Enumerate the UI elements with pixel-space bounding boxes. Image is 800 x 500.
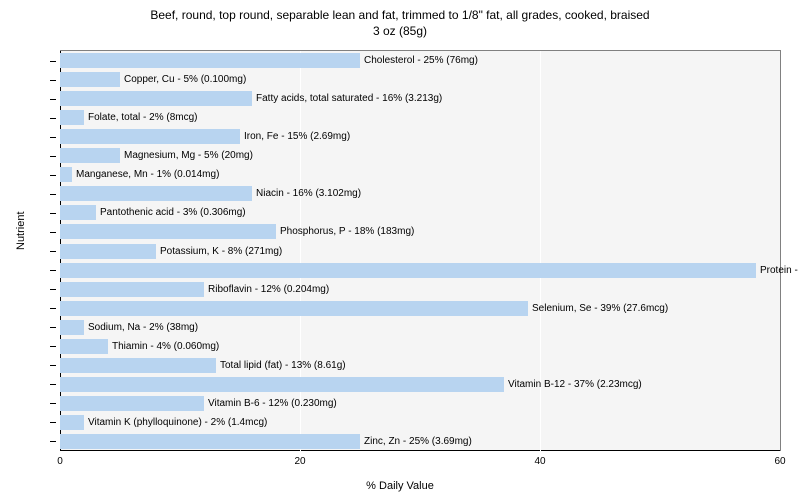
bar-label: Copper, Cu - 5% (0.100mg) — [120, 72, 246, 87]
bar-label: Riboflavin - 12% (0.204mg) — [204, 282, 329, 297]
y-tick — [50, 137, 56, 138]
bar-label: Pantothenic acid - 3% (0.306mg) — [96, 205, 246, 220]
nutrient-bar: Protein - 58% (29.19g) — [60, 263, 756, 278]
y-tick — [50, 99, 56, 100]
nutrient-bar: Thiamin - 4% (0.060mg) — [60, 339, 108, 354]
y-tick — [50, 80, 56, 81]
bar-label: Iron, Fe - 15% (2.69mg) — [240, 129, 350, 144]
x-tick-label: 60 — [774, 456, 785, 467]
bar-label: Phosphorus, P - 18% (183mg) — [276, 224, 414, 239]
chart-container: Beef, round, top round, separable lean a… — [0, 0, 800, 500]
nutrient-bar: Pantothenic acid - 3% (0.306mg) — [60, 205, 96, 220]
bar-label: Vitamin B-6 - 12% (0.230mg) — [204, 396, 337, 411]
bar-label: Magnesium, Mg - 5% (20mg) — [120, 148, 253, 163]
nutrient-bar: Vitamin B-12 - 37% (2.23mcg) — [60, 377, 504, 392]
x-axis-label: % Daily Value — [366, 480, 434, 492]
nutrient-bar: Zinc, Zn - 25% (3.69mg) — [60, 434, 360, 449]
chart-title: Beef, round, top round, separable lean a… — [0, 0, 800, 39]
nutrient-bar: Selenium, Se - 39% (27.6mcg) — [60, 301, 528, 316]
y-tick — [50, 308, 56, 309]
nutrient-bar: Niacin - 16% (3.102mg) — [60, 186, 252, 201]
y-tick — [50, 213, 56, 214]
nutrient-bar: Potassium, K - 8% (271mg) — [60, 244, 156, 259]
x-tick-label: 20 — [294, 456, 305, 467]
bar-label: Folate, total - 2% (8mcg) — [84, 110, 197, 125]
y-tick — [50, 118, 56, 119]
y-tick — [50, 346, 56, 347]
bar-label: Vitamin B-12 - 37% (2.23mcg) — [504, 377, 642, 392]
bar-label: Sodium, Na - 2% (38mg) — [84, 320, 198, 335]
nutrient-bar: Folate, total - 2% (8mcg) — [60, 110, 84, 125]
bar-label: Zinc, Zn - 25% (3.69mg) — [360, 434, 472, 449]
y-tick — [50, 232, 56, 233]
title-line-2: 3 oz (85g) — [373, 24, 427, 38]
bar-label: Manganese, Mn - 1% (0.014mg) — [72, 167, 219, 182]
nutrient-bar: Copper, Cu - 5% (0.100mg) — [60, 72, 120, 87]
plot-area: Cholesterol - 25% (76mg) Copper, Cu - 5% … — [60, 50, 781, 451]
nutrient-bar: Cholesterol - 25% (76mg) — [60, 53, 360, 68]
nutrient-bar: Manganese, Mn - 1% (0.014mg) — [60, 167, 72, 182]
y-tick — [50, 270, 56, 271]
x-tick-label: 40 — [534, 456, 545, 467]
nutrient-bar: Magnesium, Mg - 5% (20mg) — [60, 148, 120, 163]
nutrient-bar: Fatty acids, total saturated - 16% (3.21… — [60, 91, 252, 106]
bar-label: Fatty acids, total saturated - 16% (3.21… — [252, 91, 442, 106]
y-tick — [50, 251, 56, 252]
y-tick — [50, 327, 56, 328]
y-tick — [50, 422, 56, 423]
bar-label: Vitamin K (phylloquinone) - 2% (1.4mcg) — [84, 415, 267, 430]
y-tick — [50, 175, 56, 176]
nutrient-bar: Sodium, Na - 2% (38mg) — [60, 320, 84, 335]
y-axis-label: Nutrient — [15, 211, 27, 250]
y-tick — [50, 365, 56, 366]
title-line-1: Beef, round, top round, separable lean a… — [150, 8, 649, 22]
x-tick-label: 0 — [57, 456, 63, 467]
bar-label: Niacin - 16% (3.102mg) — [252, 186, 361, 201]
x-axis-line — [60, 450, 780, 451]
y-tick — [50, 384, 56, 385]
bar-label: Selenium, Se - 39% (27.6mcg) — [528, 301, 668, 316]
nutrient-bar: Phosphorus, P - 18% (183mg) — [60, 224, 276, 239]
bar-label: Potassium, K - 8% (271mg) — [156, 244, 282, 259]
y-tick — [50, 441, 56, 442]
nutrient-bar: Iron, Fe - 15% (2.69mg) — [60, 129, 240, 144]
bar-label: Protein - 58% (29.19g) — [756, 263, 800, 278]
y-tick — [50, 61, 56, 62]
bar-label: Total lipid (fat) - 13% (8.61g) — [216, 358, 346, 373]
nutrient-bar: Total lipid (fat) - 13% (8.61g) — [60, 358, 216, 373]
y-tick — [50, 194, 56, 195]
y-tick — [50, 156, 56, 157]
nutrient-bar: Vitamin B-6 - 12% (0.230mg) — [60, 396, 204, 411]
nutrient-bar: Riboflavin - 12% (0.204mg) — [60, 282, 204, 297]
nutrient-bar: Vitamin K (phylloquinone) - 2% (1.4mcg) — [60, 415, 84, 430]
bar-label: Thiamin - 4% (0.060mg) — [108, 339, 219, 354]
y-tick — [50, 403, 56, 404]
y-tick — [50, 289, 56, 290]
bar-label: Cholesterol - 25% (76mg) — [360, 53, 478, 68]
